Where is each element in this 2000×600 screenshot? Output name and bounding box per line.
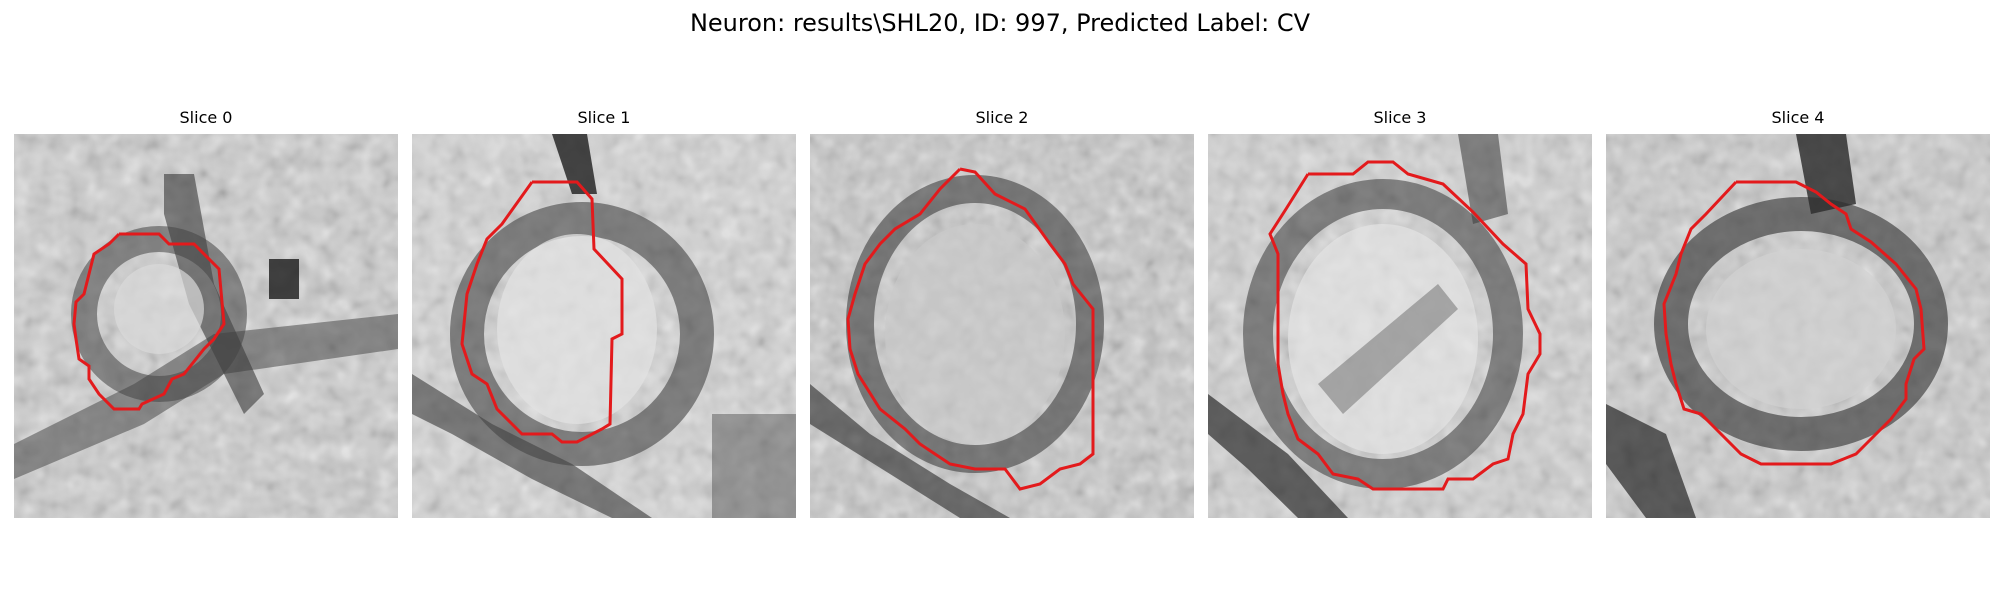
slice-title: Slice 0 (179, 108, 233, 127)
slice-panel-2: Slice 2 (810, 108, 1194, 518)
roi-contour (1268, 160, 1542, 491)
slice-image (1606, 134, 1990, 518)
roi-contour (1662, 180, 1926, 466)
slice-image (810, 134, 1194, 518)
slice-image (14, 134, 398, 518)
slice-image (1208, 134, 1592, 518)
slice-panel-0: Slice 0 (14, 108, 398, 518)
figure-title: Neuron: results\SHL20, ID: 997, Predicte… (689, 9, 1311, 37)
roi-contour (460, 180, 624, 444)
slice-title: Slice 4 (1771, 108, 1825, 127)
slice-title: Slice 3 (1373, 108, 1427, 127)
roi-contour (846, 167, 1095, 491)
slice-panel-3: Slice 3 (1208, 108, 1592, 518)
slice-title: Slice 1 (577, 108, 631, 127)
slice-panel-4: Slice 4 (1606, 108, 1990, 518)
slice-panel-1: Slice 1 (412, 108, 796, 518)
roi-contour (72, 232, 226, 411)
slice-image (412, 134, 796, 518)
slice-title: Slice 2 (975, 108, 1029, 127)
